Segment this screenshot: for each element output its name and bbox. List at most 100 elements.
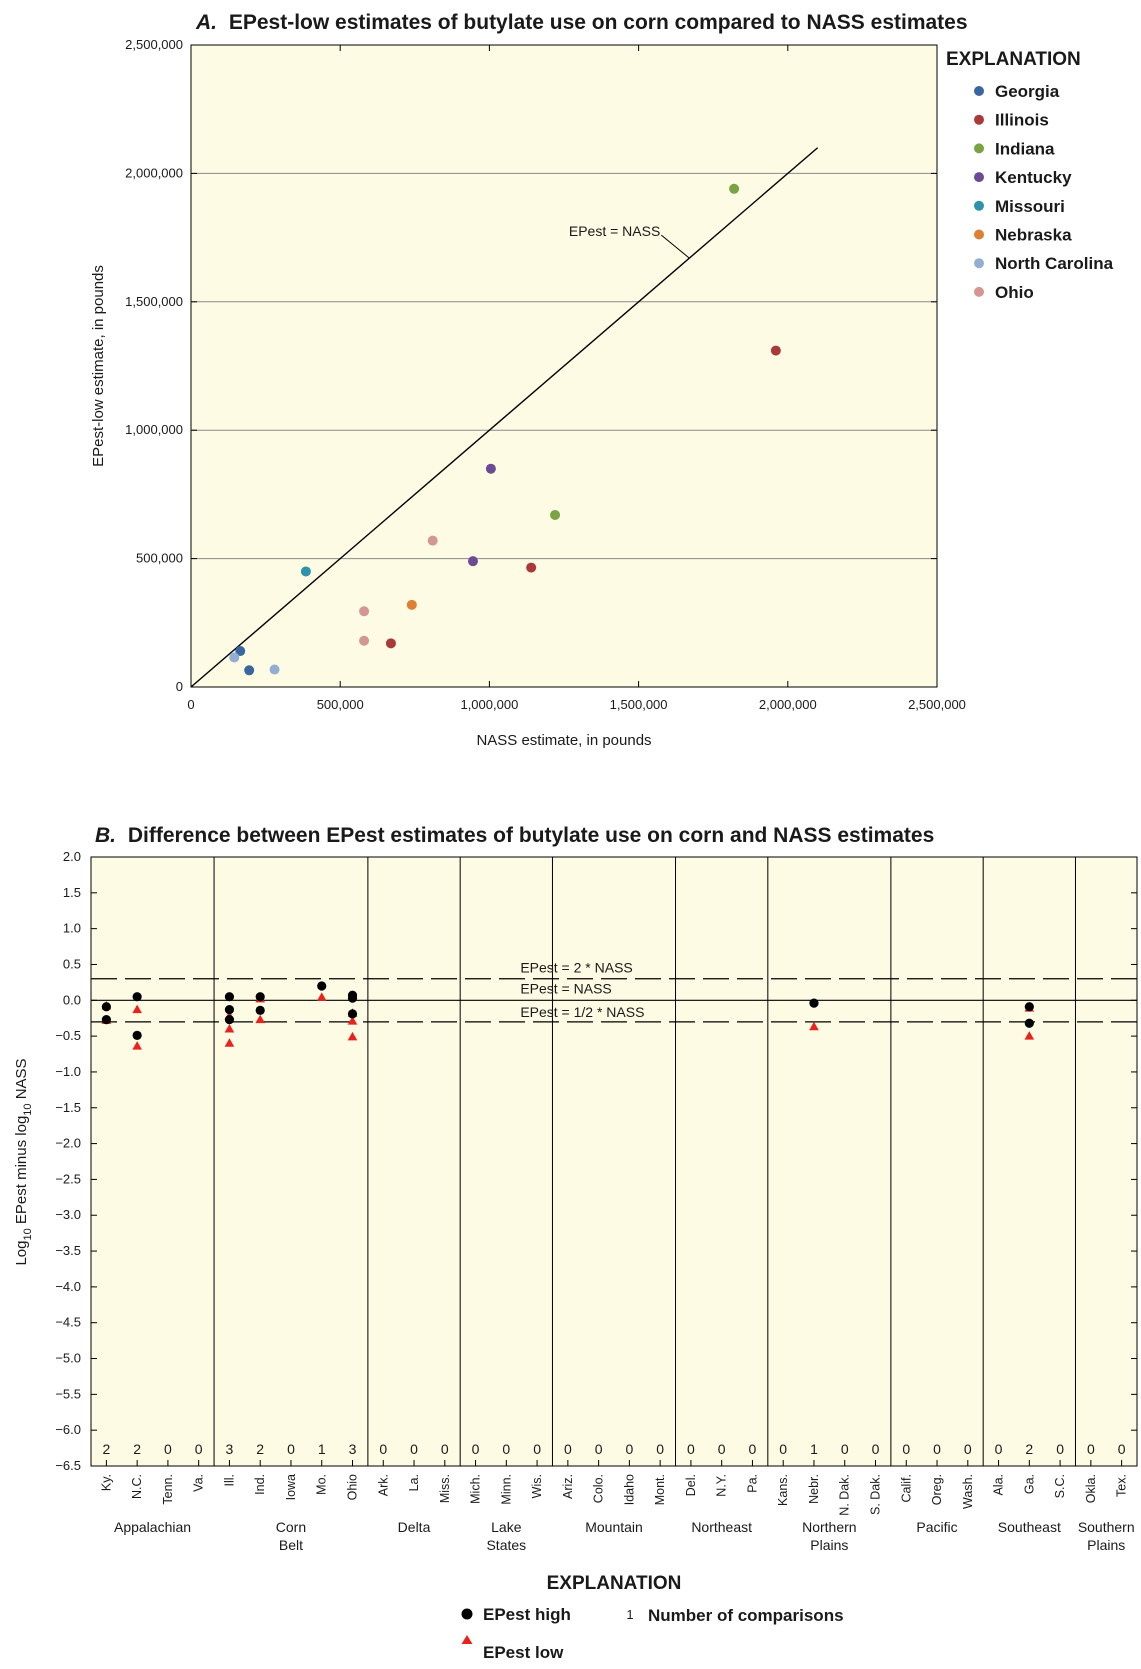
legend-label: Nebraska	[995, 226, 1072, 245]
y-tick-label: 2.0	[63, 849, 81, 864]
panel-a-letter: A.	[195, 11, 217, 34]
comparison-count: 0	[441, 1441, 449, 1457]
y-tick-label: 2,500,000	[125, 37, 183, 52]
epest-high-point	[255, 992, 265, 1002]
comparison-count: 0	[502, 1441, 510, 1457]
y-tick-label: −1.0	[55, 1064, 81, 1079]
state-label: Ala.	[992, 1474, 1006, 1496]
comparison-count: 0	[718, 1441, 726, 1457]
ylabel-part-1: Log	[13, 1241, 30, 1266]
epest-high-point	[809, 998, 819, 1008]
ylabel-part-2: 10	[22, 1228, 34, 1240]
region-label: Plains	[810, 1537, 848, 1553]
region-label: States	[486, 1537, 526, 1553]
region-label: Plains	[1087, 1537, 1125, 1553]
state-label: Pa.	[745, 1474, 759, 1493]
comparison-count: 0	[625, 1441, 633, 1457]
panel-b-legend-title: EXPLANATION	[547, 1573, 682, 1594]
epest-high-point	[347, 993, 358, 1003]
panel-b-y-ticks: 2.0 1.5 1.0 0.5 0.0 −0.5 −1.0 −1.5 −2.0 −2.5 −3.0 −…	[55, 849, 1137, 1473]
data-point	[770, 345, 781, 356]
comparison-count: 2	[256, 1441, 264, 1457]
y-tick-label: 2,000,000	[125, 165, 183, 180]
legend-marker	[974, 172, 984, 183]
comparison-count: 0	[656, 1441, 664, 1457]
panel-a: A. EPest-low estimates of butylate use o…	[90, 11, 1114, 749]
region-label: Mountain	[585, 1519, 643, 1535]
comparison-count: 0	[995, 1441, 1003, 1457]
legend-label: Georgia	[995, 82, 1060, 101]
epest-low-point	[224, 1038, 235, 1047]
y-tick-label: −5.5	[55, 1386, 81, 1401]
y-tick-label: 1.0	[63, 921, 81, 936]
epest-low-point	[132, 1004, 142, 1014]
panel-a-title: A. EPest-low estimates of butylate use o…	[195, 11, 968, 34]
legend-label: North Carolina	[995, 254, 1114, 273]
state-label: Mich.	[469, 1474, 483, 1504]
legend-label: Missouri	[995, 197, 1065, 216]
state-label: Nebr.	[807, 1474, 821, 1504]
comparison-count: 0	[379, 1441, 387, 1457]
epest-low-point	[347, 1031, 358, 1041]
comparison-count: 2	[133, 1441, 141, 1457]
comparison-count: 0	[933, 1441, 941, 1457]
panel-b-categories: Ky. 2 N.C. 2 Tenn. 0 Va. 0 Appalachian Ill. 3 Ind. 2…	[99, 1441, 1134, 1553]
legend-marker	[974, 286, 984, 297]
y-tick-label: −3.0	[55, 1207, 81, 1222]
region-label: Appalachian	[114, 1519, 191, 1535]
comparison-count: 0	[1087, 1441, 1095, 1457]
data-point	[385, 638, 396, 649]
state-label: Ark.	[376, 1474, 390, 1496]
data-point	[550, 509, 561, 520]
panel-a-points	[229, 183, 781, 676]
data-point	[244, 665, 255, 676]
legend-marker	[974, 143, 984, 154]
comparison-count: 0	[410, 1441, 418, 1457]
comparison-count: 0	[472, 1441, 480, 1457]
legend-high-label: EPest high	[483, 1605, 571, 1624]
panel-a-gridlines	[191, 172, 937, 560]
panel-a-legend-title: EXPLANATION	[946, 49, 1081, 70]
y-tick-label: 1,500,000	[125, 294, 183, 309]
comparison-count: 1	[810, 1441, 818, 1457]
state-label: Oreg.	[930, 1474, 944, 1505]
y-tick-label: −2.0	[55, 1136, 81, 1151]
region-label: Delta	[398, 1519, 431, 1535]
state-label: Va.	[192, 1474, 206, 1492]
y-tick-label: −4.0	[55, 1279, 81, 1294]
panel-b-letter: B.	[95, 824, 116, 847]
panel-a-x-ticks: 0 500,000 1,000,000 1,500,000 2,000,000 2,500…	[187, 45, 966, 712]
comparison-count: 0	[779, 1441, 787, 1457]
epest-high-point	[1024, 1002, 1034, 1012]
panel-a-x-axis-label: NASS estimate, in pounds	[476, 732, 651, 749]
legend-count-sample: 1	[626, 1607, 633, 1622]
state-label: La.	[407, 1474, 421, 1491]
comparison-count: 1	[318, 1441, 326, 1457]
comparison-count: 2	[1025, 1441, 1033, 1457]
state-label: Mont.	[653, 1474, 667, 1505]
ylabel-part-4: 10	[22, 1103, 34, 1115]
comparison-count: 0	[195, 1441, 203, 1457]
data-point	[406, 599, 417, 610]
y-tick-label: 0.5	[63, 956, 81, 971]
x-tick-label: 1,000,000	[460, 697, 518, 712]
epest-low-point	[1024, 1031, 1035, 1040]
data-point	[359, 635, 370, 646]
y-tick-label: −0.5	[55, 1028, 81, 1043]
state-label: Del.	[684, 1474, 698, 1496]
legend-marker	[974, 229, 984, 240]
region-label: Southeast	[998, 1519, 1061, 1535]
legend-label: Illinois	[995, 111, 1049, 130]
state-label: Ohio	[346, 1474, 360, 1500]
y-tick-label: −2.5	[55, 1171, 81, 1186]
legend-low-marker	[461, 1635, 473, 1644]
state-label: Iowa	[284, 1474, 298, 1500]
panel-a-one-to-one-line: EPest = NASS	[190, 147, 819, 688]
state-label: Miss.	[438, 1474, 452, 1503]
y-tick-label: −3.5	[55, 1243, 81, 1258]
legend-label: Indiana	[995, 139, 1055, 158]
region-label: Lake	[491, 1519, 522, 1535]
state-label: Ga.	[1022, 1474, 1036, 1494]
epest-high-point	[101, 1002, 111, 1012]
state-label: Minn.	[499, 1474, 513, 1505]
